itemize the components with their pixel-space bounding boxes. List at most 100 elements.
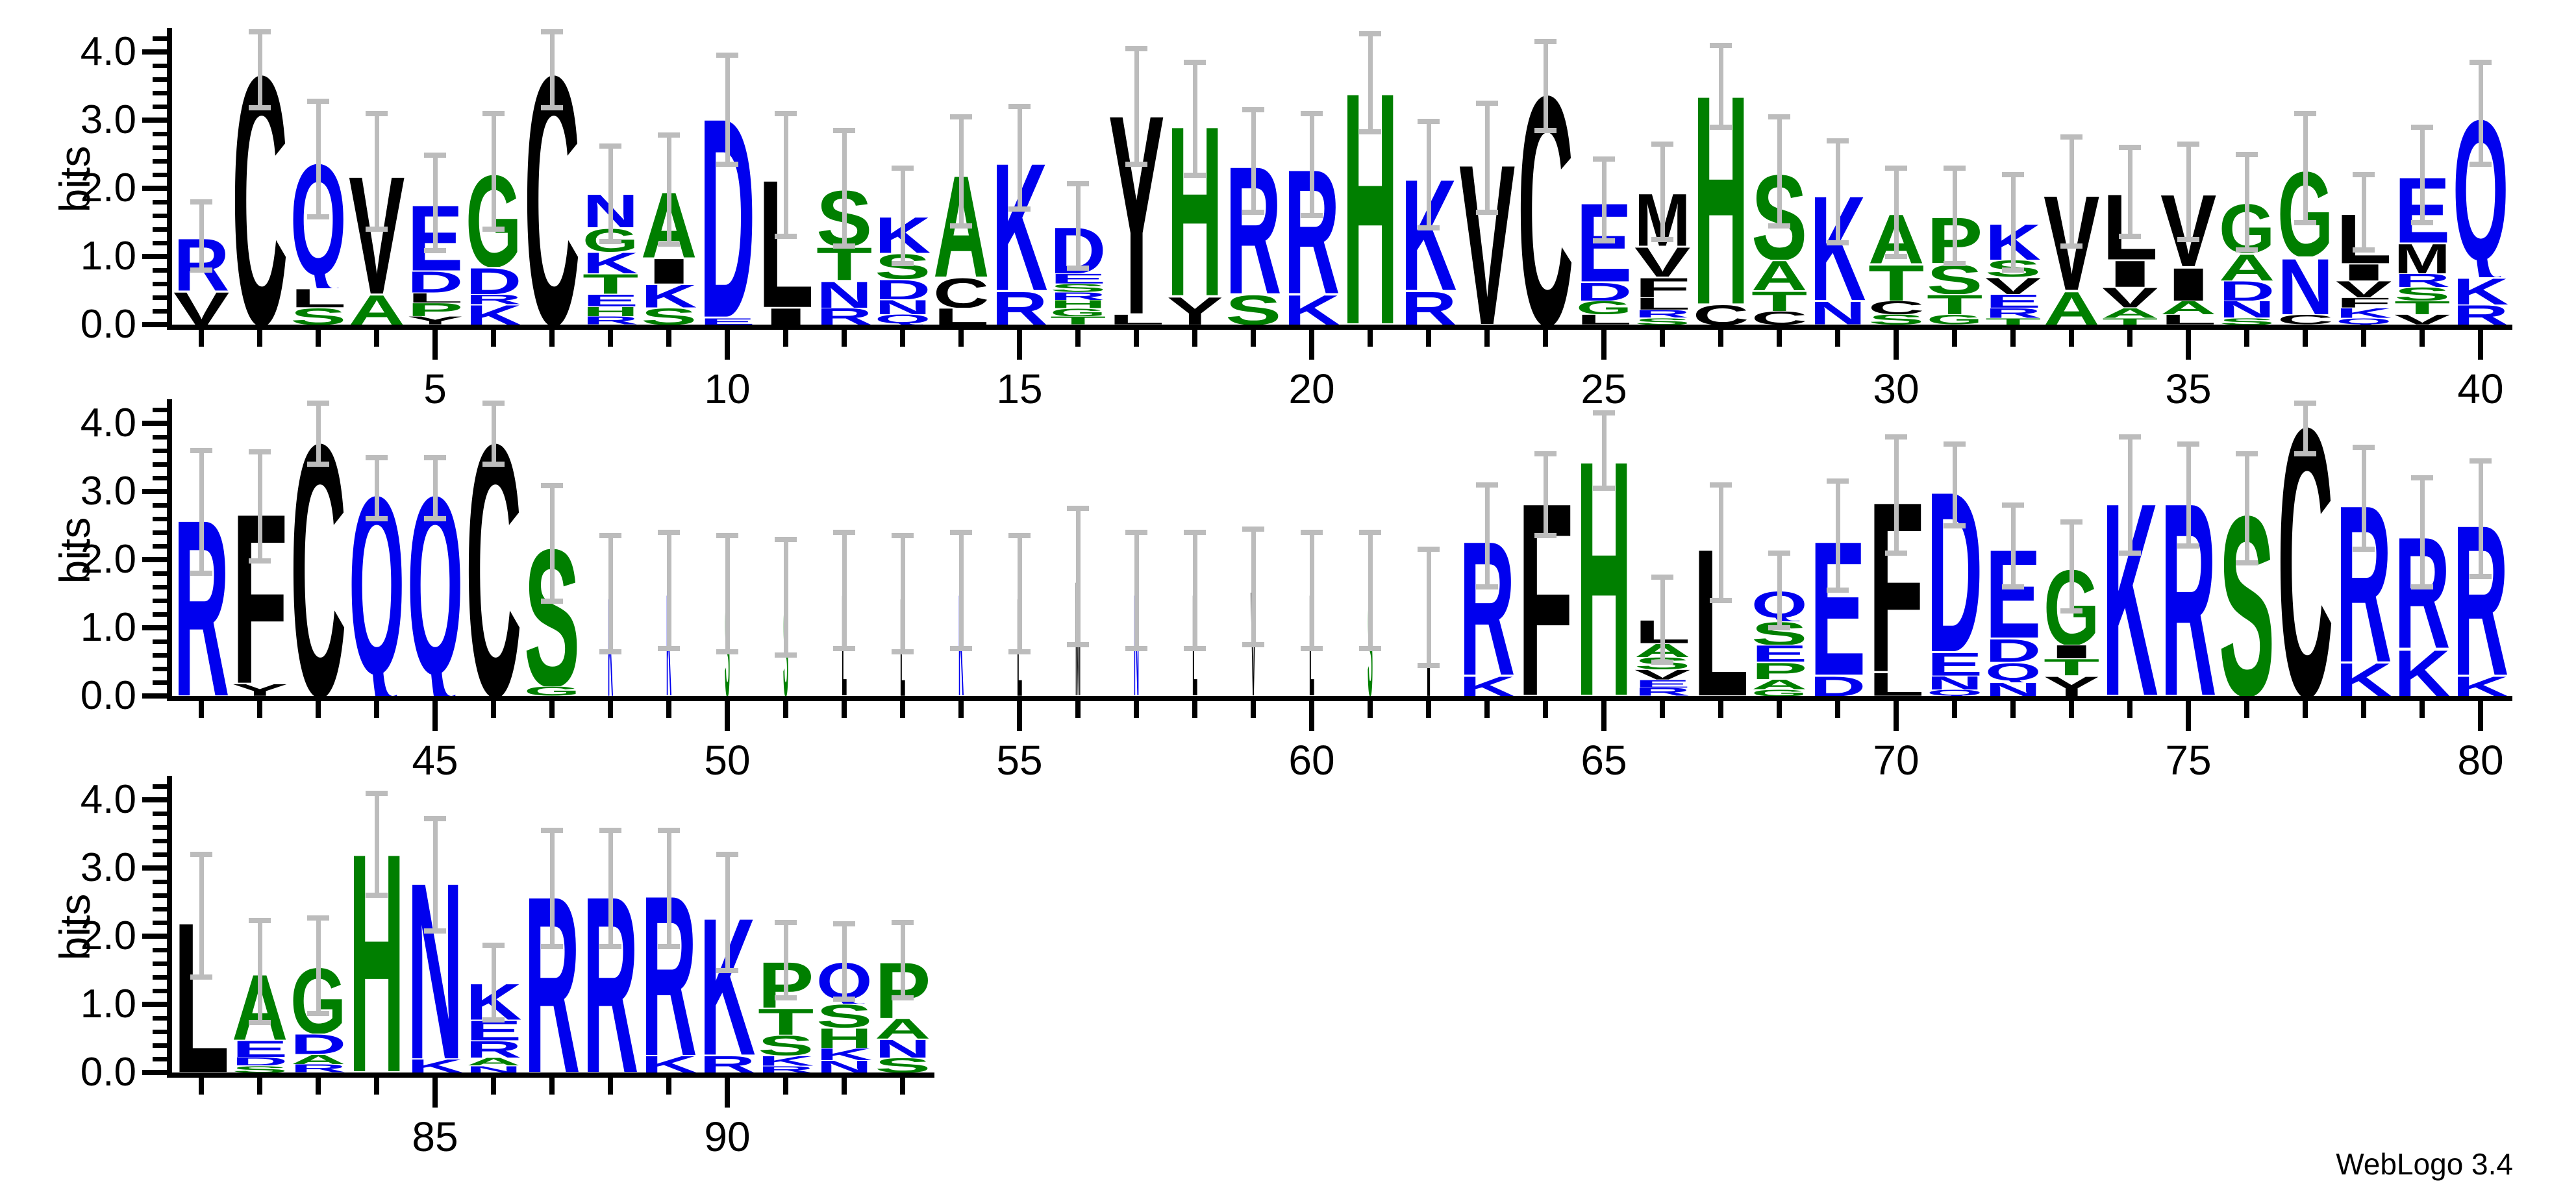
error-bar (432, 155, 438, 251)
svg-text:E: E (582, 294, 638, 306)
x-minor-tick (783, 1078, 788, 1095)
logo-letter-H: H (1050, 300, 1106, 308)
error-bar-cap-top (1242, 526, 1264, 532)
svg-text:Q: Q (875, 314, 931, 325)
error-bar-cap-bottom (1885, 254, 1907, 259)
logo-letter-K: K (1459, 676, 1515, 697)
logo-letter-I: I (2102, 260, 2158, 287)
logo-letter-R: R (816, 308, 872, 325)
svg-text:R: R (758, 1066, 814, 1073)
x-major-tick (725, 701, 730, 731)
error-bar-cap-top (307, 400, 329, 406)
logo-letter-E: E (582, 294, 638, 306)
x-tick-label: 15 (996, 366, 1043, 412)
error-bar (900, 536, 905, 652)
x-minor-tick (491, 701, 496, 718)
logo-letter-D: D (1576, 282, 1632, 301)
error-bar-cap-bottom (1768, 223, 1790, 229)
error-bar-cap-top (1651, 141, 1673, 147)
svg-text:N: N (816, 280, 872, 308)
svg-text:T: T (816, 246, 872, 280)
x-minor-tick (549, 330, 555, 347)
svg-text:K: K (407, 1059, 463, 1072)
error-bar-cap-bottom (892, 649, 914, 654)
error-bar (1660, 577, 1665, 662)
svg-text:K: K (641, 1056, 697, 1072)
svg-text:E: E (466, 1020, 521, 1041)
error-bar (549, 31, 555, 108)
svg-text:R: R (816, 308, 872, 325)
error-bar-cap-bottom (599, 943, 621, 949)
error-bar-cap-top (716, 533, 738, 539)
y-minor-tick (153, 158, 167, 164)
x-major-tick (2186, 330, 2191, 360)
logo-letter-N: N (816, 280, 872, 308)
x-minor-tick (1952, 701, 1957, 718)
x-tick-label: 30 (1873, 366, 1919, 412)
error-bar (1484, 484, 1490, 587)
y-minor-tick (153, 961, 167, 966)
logo-letter-G: G (524, 686, 580, 696)
error-bar-cap-top (1125, 530, 1147, 535)
y-major-tick (142, 322, 167, 327)
y-minor-tick (153, 502, 167, 508)
svg-text:L: L (1868, 672, 1924, 696)
error-bar (257, 920, 262, 1023)
x-minor-tick (900, 1078, 905, 1095)
y-major-tick (142, 186, 167, 191)
svg-text:L: L (1108, 314, 1164, 325)
error-bar-cap-top (2294, 110, 2316, 116)
logo-letter-L: L (2160, 314, 2216, 325)
x-tick-label: 40 (2457, 366, 2504, 412)
error-bar (316, 101, 321, 217)
logo-letter-S: S (816, 1004, 872, 1028)
error-bar-cap-top (658, 828, 680, 834)
svg-text:A: A (349, 294, 405, 325)
logo-letter-C: C (290, 434, 346, 696)
error-bar-cap-bottom (716, 162, 738, 167)
error-bar-cap-bottom (307, 462, 329, 467)
error-bar-cap-top (2060, 134, 2082, 140)
error-bar-cap-bottom (1651, 236, 1673, 242)
error-bar (1426, 549, 1431, 665)
x-minor-tick (2244, 701, 2249, 718)
error-bar-cap-bottom (482, 227, 505, 232)
logo-letter-A: A (1751, 679, 1807, 689)
logo-letter-E: E (1985, 294, 2041, 308)
error-bar-cap-bottom (1067, 642, 1089, 648)
logo-letter-R: R (1401, 291, 1457, 325)
error-bar (316, 403, 321, 464)
y-tick-label: 4.0 (80, 29, 136, 74)
logo-letter-K: K (407, 1059, 463, 1072)
logo-letter-G: G (1751, 689, 1807, 697)
error-bar (1251, 528, 1256, 645)
svg-text:N: N (1927, 676, 1982, 689)
svg-text:C: C (466, 434, 521, 696)
x-major-tick (2478, 330, 2483, 360)
error-bar-cap-bottom (249, 558, 271, 564)
y-major-tick (142, 797, 167, 802)
error-bar-cap-top (1768, 114, 1790, 119)
svg-text:K: K (816, 1048, 872, 1060)
y-tick-label: 2.0 (80, 537, 136, 582)
x-minor-tick (316, 330, 321, 347)
error-bar (2303, 403, 2308, 454)
svg-text:L: L (1634, 297, 1690, 310)
logo-letter-L: L (933, 308, 989, 325)
logo-letter-Y: Y (407, 316, 463, 325)
x-tick-label: 5 (423, 366, 447, 412)
error-bar (199, 202, 204, 270)
logo-letter-E: E (699, 318, 755, 325)
error-bar-cap-bottom (2236, 247, 2258, 253)
error-bar (432, 819, 438, 931)
x-tick-label: 20 (1288, 366, 1335, 412)
error-bar (2010, 505, 2016, 587)
logo-letter-F: F (1634, 277, 1690, 298)
svg-text:E: E (1927, 652, 1982, 676)
y-axis-line (167, 28, 172, 330)
y-major-tick (142, 421, 167, 426)
x-major-tick (432, 1078, 438, 1108)
x-minor-tick (1718, 701, 1723, 718)
error-bar-cap-bottom (424, 247, 446, 253)
error-bar (1368, 33, 1373, 132)
